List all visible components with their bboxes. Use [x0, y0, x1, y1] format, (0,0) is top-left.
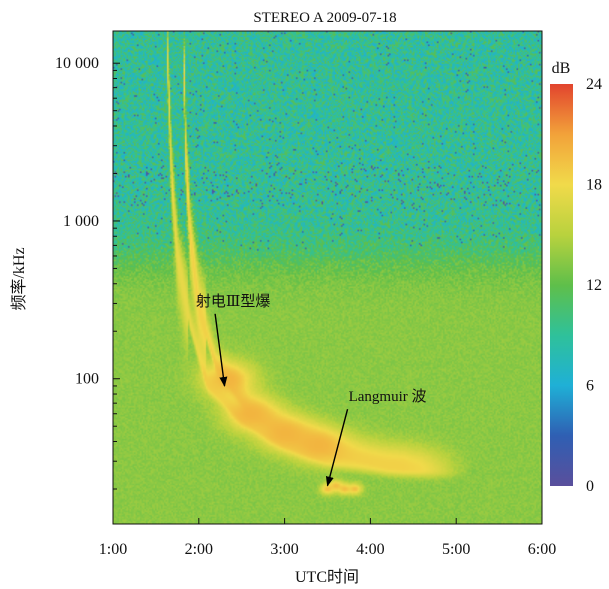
annotation-label: 射电Ⅲ型爆	[196, 293, 270, 310]
x-tick-label: 6:00	[528, 541, 556, 558]
annotation-arrow	[325, 409, 349, 487]
x-tick-label: 5:00	[442, 541, 470, 558]
colorbar-tick-label: 0	[586, 478, 594, 495]
y-tick-label: 100	[75, 371, 99, 388]
colorbar-unit-label: dB	[552, 60, 571, 77]
y-axis-label: 频率/kHz	[10, 247, 28, 310]
spectrogram-plot-area	[112, 30, 543, 525]
colorbar-tick-label: 12	[586, 277, 602, 294]
colorbar-gradient	[550, 84, 573, 486]
y-tick-label: 1 000	[63, 213, 99, 230]
chart-title: STEREO A 2009-07-18	[253, 10, 396, 26]
colorbar-ticks: 0 6 12 18 24	[586, 76, 602, 495]
x-axis-ticks: 1:00 2:00 3:00 4:00 5:00 6:00	[99, 518, 556, 558]
x-axis-label: UTC时间	[295, 568, 359, 586]
annotation-arrow	[214, 313, 228, 387]
plot-frame	[112, 30, 543, 525]
colorbar-tick-label: 6	[586, 378, 594, 395]
colorbar: dB 0 6 12 18 24	[550, 60, 602, 495]
colorbar-tick-label: 24	[586, 76, 602, 93]
colorbar-tick-label: 18	[586, 177, 602, 194]
x-tick-label: 2:00	[185, 541, 213, 558]
x-tick-label: 1:00	[99, 541, 127, 558]
y-axis-ticks: 100 1 000 10 000	[55, 55, 120, 490]
annotation-label: Langmuir 波	[349, 388, 427, 405]
spectrogram-heatmap	[113, 31, 542, 524]
y-tick-label: 10 000	[55, 55, 99, 72]
x-tick-label: 4:00	[356, 541, 384, 558]
x-tick-label: 3:00	[270, 541, 298, 558]
annotations: 射电Ⅲ型爆 Langmuir 波	[196, 293, 427, 487]
